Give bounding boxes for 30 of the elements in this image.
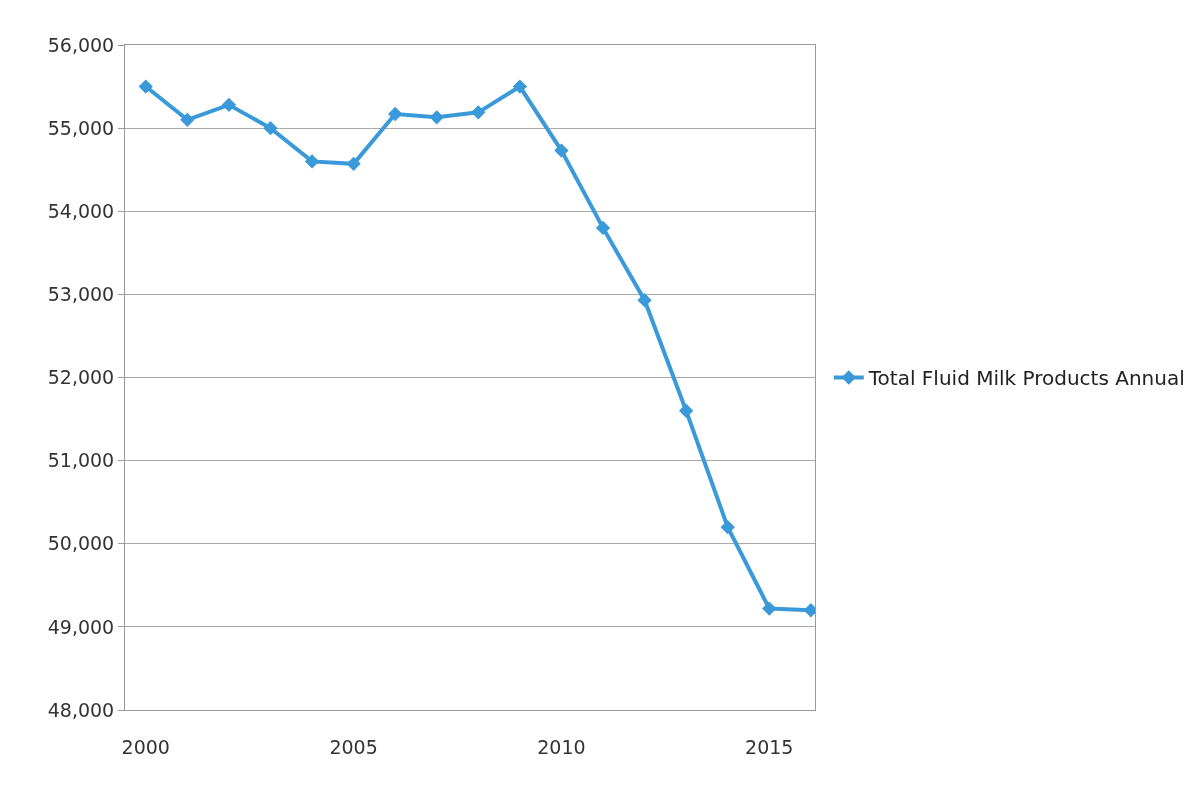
point [554,143,569,158]
point [221,97,237,112]
y-tick-label: 54,000 [47,199,115,222]
point [762,601,777,616]
x-tick-label: 2005 [329,735,378,758]
point [512,79,528,94]
point [429,110,444,125]
legend-label: Total Fluid Milk Products Annual [867,366,1185,391]
point [138,79,153,94]
x-tick-label: 2000 [121,735,170,758]
y-tick-label: 53,000 [47,283,115,306]
y-tick-label: 55,000 [47,116,115,139]
y-tick-label: 56,000 [47,33,115,56]
y-tick-label: 52,000 [47,366,115,389]
point [180,112,195,127]
y-tick-label: 48,000 [47,698,115,721]
point [720,519,735,535]
point [304,154,320,169]
point [637,293,652,308]
point [346,156,361,172]
point [678,403,694,418]
x-tick-label: 2010 [537,735,586,758]
y-tick-label: 50,000 [47,532,115,555]
point [263,120,278,136]
x-tick-label: 2015 [745,735,794,758]
point [471,105,486,120]
point [388,106,403,122]
point [595,220,611,236]
y-tick-label: 49,000 [47,615,115,638]
y-tick-label: 51,000 [47,449,115,472]
